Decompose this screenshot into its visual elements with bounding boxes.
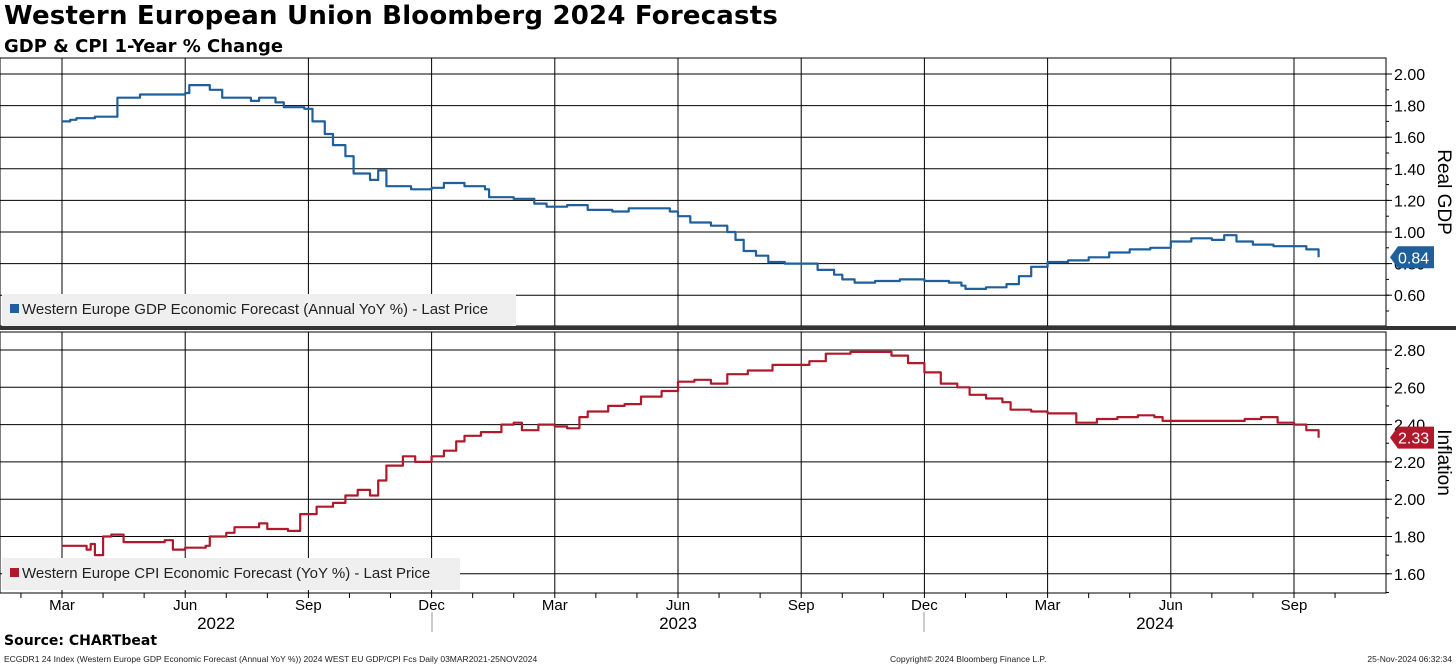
cpi-axis-label: Inflation <box>1433 429 1454 496</box>
bottom-ytick-label: 1.60 <box>1394 567 1425 584</box>
bottom-ytick-label: 2.20 <box>1394 455 1425 472</box>
cpi-last-value-label: 2.33 <box>1398 431 1429 448</box>
x-tick-label: Jun <box>666 597 690 614</box>
gdp-legend-label: Western Europe GDP Economic Forecast (An… <box>22 301 488 318</box>
panel-separator <box>0 326 1456 330</box>
gdp-series-line <box>62 84 1320 290</box>
bottom-panel-frame <box>0 331 1387 594</box>
series-layer <box>62 84 1320 557</box>
chart-title: Western European Union Bloomberg 2024 Fo… <box>4 1 779 31</box>
year-label: 2023 <box>659 614 697 633</box>
x-tick-label: Sep <box>788 597 815 614</box>
copyright: Copyright© 2024 Bloomberg Finance L.P. <box>890 654 1047 664</box>
top-ytick-label: 1.40 <box>1394 162 1425 179</box>
bottom-ytick-label: 2.60 <box>1394 380 1425 397</box>
bottom-ytick-label: 1.80 <box>1394 530 1425 547</box>
cpi-legend-label: Western Europe CPI Economic Forecast (Yo… <box>22 565 430 582</box>
bottom-ytick-label: 2.00 <box>1394 492 1425 509</box>
x-tick-label: Dec <box>418 597 445 614</box>
year-label: 2022 <box>197 614 235 633</box>
cpi-legend-swatch <box>10 568 19 577</box>
timestamp: 25-Nov-2024 06:32:34 <box>1367 654 1452 664</box>
year-label: 2024 <box>1136 614 1174 633</box>
footnote: ECGDR1 24 Index (Western Europe GDP Econ… <box>4 654 538 664</box>
top-ytick-label: 1.60 <box>1394 130 1425 147</box>
x-tick-label: Mar <box>1035 597 1061 614</box>
x-tick-label: Sep <box>295 597 322 614</box>
top-ytick-label: 1.20 <box>1394 193 1425 210</box>
x-tick-label: Mar <box>49 597 75 614</box>
gdp-last-value-tag <box>1390 246 1434 269</box>
gdp-axis-label: Real GDP <box>1433 149 1454 235</box>
axis-layer: 2.001.801.601.401.201.000.800.600.84Real… <box>0 67 1454 633</box>
top-ytick-label: 1.80 <box>1394 99 1425 116</box>
top-panel-frame <box>0 57 1387 327</box>
cpi-series-line <box>62 350 1320 557</box>
legend-layer: Western Europe GDP Economic Forecast (An… <box>2 294 516 590</box>
x-tick-label: Mar <box>542 597 568 614</box>
x-tick-label: Dec <box>911 597 938 614</box>
gdp-last-value-label: 0.84 <box>1398 250 1429 267</box>
chart-subtitle: GDP & CPI 1-Year % Change <box>4 36 284 57</box>
bottom-ytick-label: 2.80 <box>1394 343 1425 360</box>
x-tick-label: Jun <box>173 597 197 614</box>
gdp-legend-box <box>2 294 516 326</box>
cpi-last-value-tag <box>1390 426 1434 449</box>
x-tick-label: Jun <box>1159 597 1183 614</box>
top-ytick-label: 0.60 <box>1394 288 1425 305</box>
cpi-legend-box <box>2 558 460 590</box>
top-ytick-label: 1.00 <box>1394 225 1425 242</box>
source-label: Source: CHARTbeat <box>4 633 158 649</box>
top-ytick-label: 2.00 <box>1394 67 1425 84</box>
grid-layer <box>0 57 1456 594</box>
gdp-legend-swatch <box>10 304 19 313</box>
x-tick-label: Sep <box>1281 597 1308 614</box>
